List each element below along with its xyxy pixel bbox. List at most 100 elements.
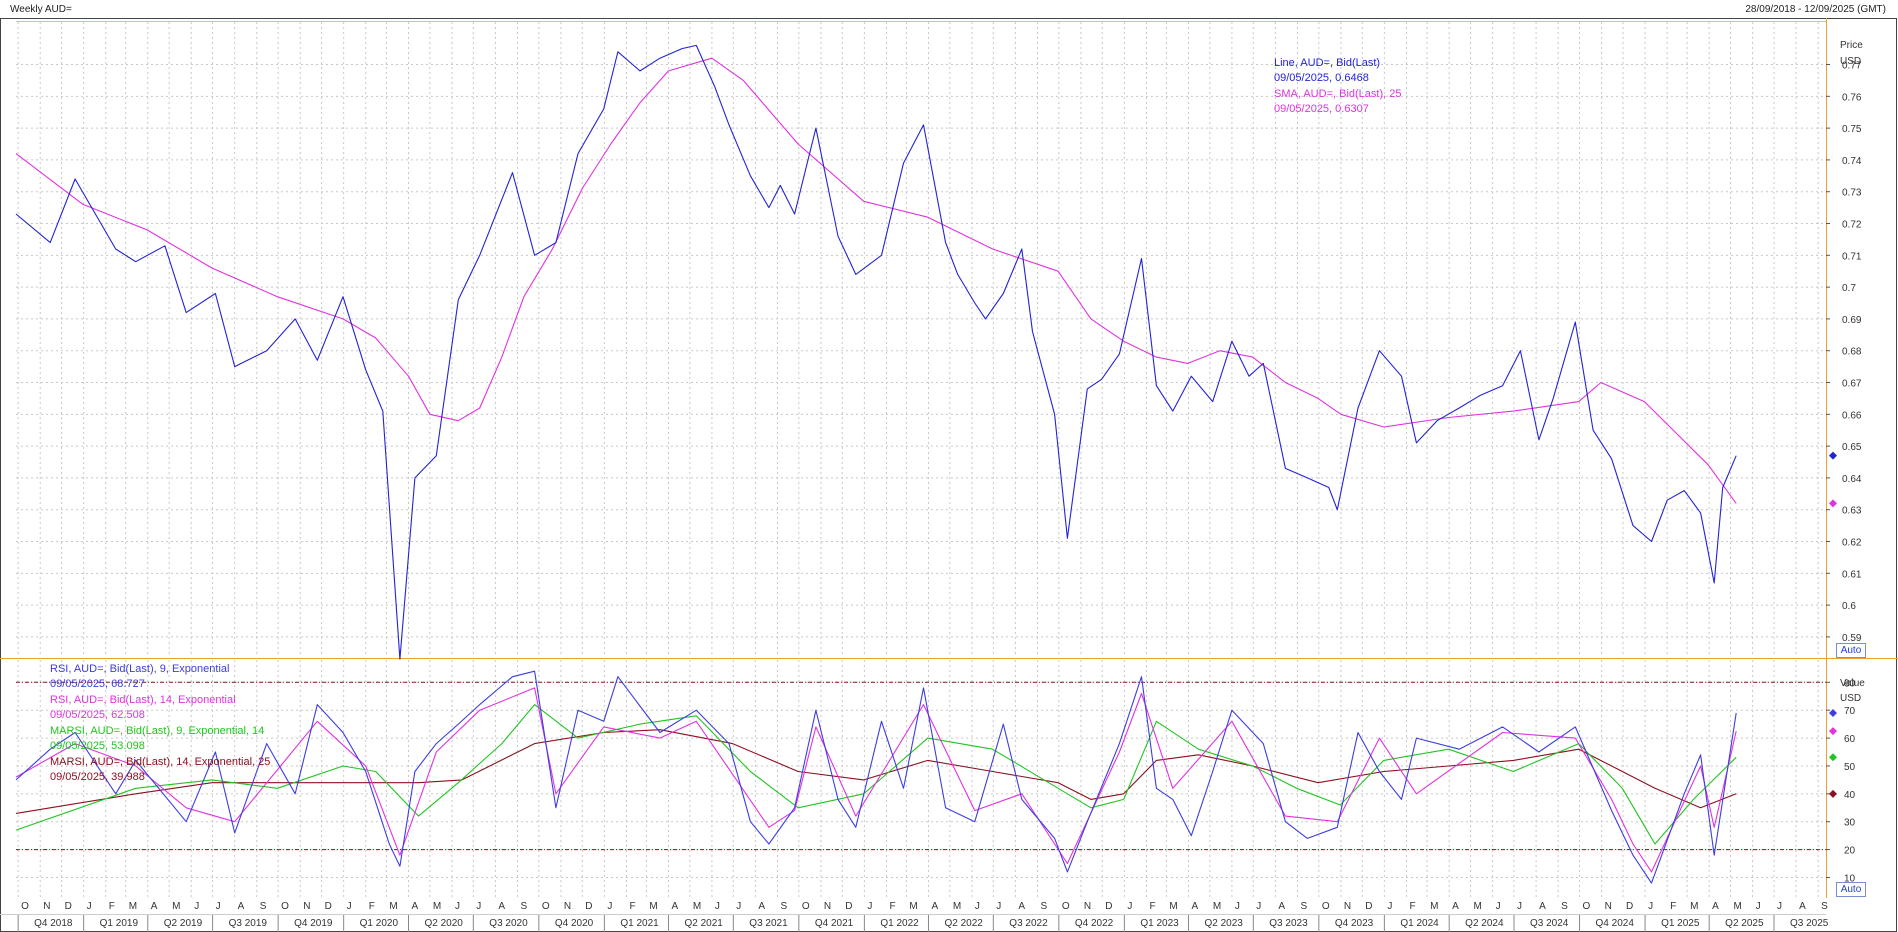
legend-label: RSI, AUD=, Bid(Last), 9, Exponential (50, 663, 229, 675)
month-tick-label: N (303, 901, 310, 912)
month-tick-label: J (996, 901, 1001, 912)
price-axis-unit: USD (1840, 56, 1861, 67)
quarter-tick-label: Q2 2022 (944, 918, 983, 929)
month-tick-label: O (281, 901, 289, 912)
marsi-14-line (15, 729, 1737, 814)
indicator-auto-button[interactable]: Auto (1836, 882, 1866, 897)
indicator-tick-label: 60 (1844, 734, 1856, 745)
quarter-tick-label: Q3 2021 (749, 918, 788, 929)
month-tick-label: D (1365, 901, 1372, 912)
quarter-tick-label: Q3 2020 (489, 918, 528, 929)
price-tick-label: 0.75 (1842, 124, 1862, 135)
quarter-tick-label: Q1 2023 (1140, 918, 1179, 929)
grid (16, 22, 1826, 897)
month-tick-label: F (1149, 901, 1155, 912)
month-tick-label: A (498, 901, 505, 912)
indicator-tick-label: 10 (1844, 873, 1856, 884)
month-tick-label: M (693, 901, 701, 912)
month-tick-label: F (109, 901, 115, 912)
month-tick-label: A (238, 901, 245, 912)
month-tick-label: D (325, 901, 332, 912)
quarter-tick-label: Q4 2024 (1596, 918, 1635, 929)
quarter-tick-label: Q4 2018 (34, 918, 73, 929)
quarter-tick-label: Q4 2022 (1075, 918, 1114, 929)
month-tick-label: J (194, 901, 199, 912)
month-tick-label: N (1084, 901, 1091, 912)
sma-25-line (15, 57, 1737, 504)
price-tick-label: 0.64 (1842, 474, 1862, 485)
quarter-tick-label: Q2 2025 (1725, 918, 1764, 929)
month-tick-label: S (520, 901, 527, 912)
quarter-tick-label: Q2 2021 (684, 918, 723, 929)
month-tick-label: M (1430, 901, 1438, 912)
quarter-tick-label: Q3 2023 (1269, 918, 1308, 929)
quarter-tick-label: Q4 2021 (815, 918, 854, 929)
chart-frame (0, 18, 1897, 932)
month-tick-label: M (953, 901, 961, 912)
legend-value: 09/05/2025, 53.098 (50, 740, 145, 752)
month-tick-label: S (1300, 901, 1307, 912)
month-tick-label: D (65, 901, 72, 912)
price-tick-label: 0.69 (1842, 315, 1862, 326)
month-tick-label: D (585, 901, 592, 912)
month-tick-label: J (1387, 901, 1392, 912)
month-tick-label: M (1474, 901, 1482, 912)
price-tick-label: 0.63 (1842, 506, 1862, 517)
month-tick-label: A (1278, 901, 1285, 912)
month-tick-label: M (433, 901, 441, 912)
price-tick-label: 0.6 (1842, 601, 1856, 612)
price-auto-button[interactable]: Auto (1836, 643, 1866, 658)
legend-value: 09/05/2025, 68.727 (50, 678, 145, 690)
price-tick-label: 0.68 (1842, 347, 1862, 358)
month-tick-label: A (1799, 901, 1806, 912)
quarter-tick-label: Q4 2020 (555, 918, 594, 929)
month-tick-label: J (867, 901, 872, 912)
marsi-9-line-last-marker (1829, 753, 1837, 762)
month-tick-label: O (542, 901, 550, 912)
quarter-tick-label: Q2 2020 (424, 918, 463, 929)
month-tick-label: J (975, 901, 980, 912)
quarter-tick-label: Q1 2025 (1661, 918, 1700, 929)
month-tick-label: J (607, 901, 612, 912)
quarter-tick-label: Q3 2022 (1009, 918, 1048, 929)
month-tick-label: A (411, 901, 418, 912)
quarter-tick-label: Q2 2019 (164, 918, 203, 929)
month-tick-label: A (1191, 901, 1198, 912)
legend-value: 09/05/2025, 0.6307 (1274, 103, 1369, 115)
quarter-tick-label: Q2 2024 (1465, 918, 1504, 929)
quarter-tick-label: Q1 2022 (880, 918, 919, 929)
date-range: 28/09/2018 - 12/09/2025 (GMT) (1745, 4, 1886, 15)
price-legend: Line, AUD=, Bid(Last) 09/05/2025, 0.6468 S… (1274, 57, 1401, 115)
month-tick-label: A (758, 901, 765, 912)
legend-label: RSI, AUD=, Bid(Last), 14, Exponential (50, 694, 236, 706)
price-axis-title: Price (1840, 40, 1863, 51)
month-tick-label: S (780, 901, 787, 912)
quarter-tick-label: Q4 2019 (294, 918, 333, 929)
month-tick-label: A (671, 901, 678, 912)
rsi-14-line-last-marker (1829, 727, 1837, 736)
price-tick-label: 0.59 (1842, 633, 1862, 644)
price-tick-label: 0.65 (1842, 442, 1862, 453)
month-tick-label: D (1105, 901, 1112, 912)
month-tick-label: N (1344, 901, 1351, 912)
legend-label: Line, AUD=, Bid(Last) (1274, 57, 1380, 69)
quarter-tick-label: Q1 2024 (1400, 918, 1439, 929)
month-tick-label: J (1256, 901, 1261, 912)
sma-25-line-last-marker (1829, 499, 1837, 508)
month-tick-label: M (1690, 901, 1698, 912)
chart-title: Weekly AUD= (10, 4, 72, 15)
month-tick-label: S (260, 901, 267, 912)
indicator-tick-label: 30 (1844, 818, 1856, 829)
month-tick-label: J (1756, 901, 1761, 912)
month-tick-label: J (1648, 901, 1653, 912)
indicator-tick-label: 50 (1844, 762, 1856, 773)
price-line-last-marker (1829, 451, 1837, 460)
month-tick-label: M (909, 901, 917, 912)
price-tick-label: 0.76 (1842, 92, 1862, 103)
month-tick-label: N (564, 901, 571, 912)
month-tick-label: J (715, 901, 720, 912)
month-tick-label: M (172, 901, 180, 912)
month-tick-label: A (151, 901, 158, 912)
price-line (15, 44, 1737, 660)
